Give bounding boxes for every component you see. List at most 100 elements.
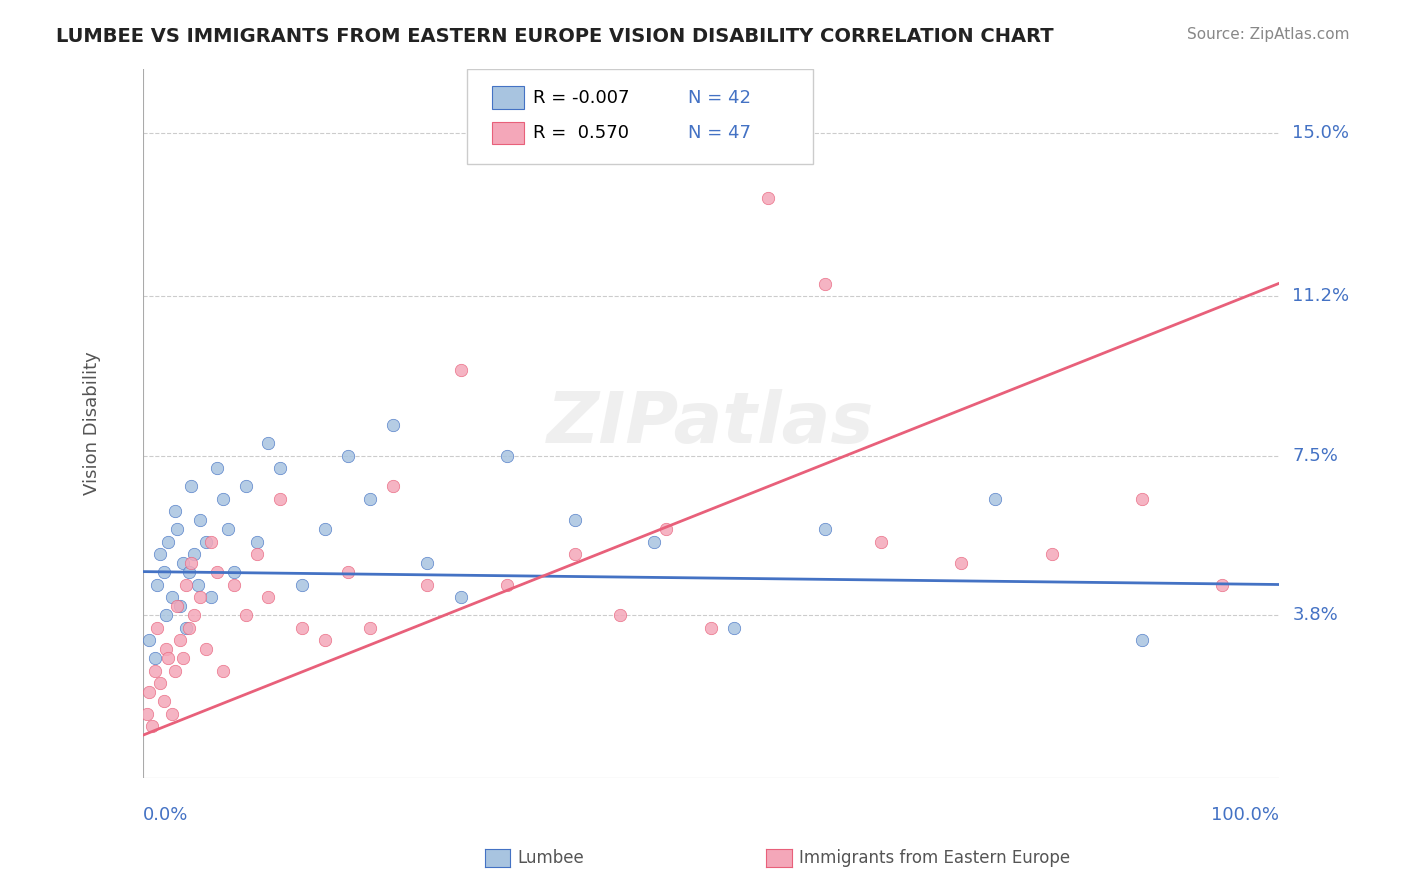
Text: N = 47: N = 47 <box>689 124 751 142</box>
Text: 7.5%: 7.5% <box>1292 447 1339 465</box>
Point <box>450 591 472 605</box>
Point <box>172 650 194 665</box>
Text: LUMBEE VS IMMIGRANTS FROM EASTERN EUROPE VISION DISABILITY CORRELATION CHART: LUMBEE VS IMMIGRANTS FROM EASTERN EUROPE… <box>56 27 1054 45</box>
Point <box>495 577 517 591</box>
Point <box>166 599 188 613</box>
Point <box>149 548 172 562</box>
Point <box>143 664 166 678</box>
Text: N = 42: N = 42 <box>689 88 751 107</box>
Point <box>609 607 631 622</box>
Point <box>382 418 405 433</box>
Point <box>1132 633 1154 648</box>
Point <box>146 577 169 591</box>
Point <box>135 706 157 721</box>
Point <box>382 478 405 492</box>
Point <box>700 620 723 634</box>
Point <box>291 577 314 591</box>
Point <box>336 449 359 463</box>
Point <box>165 664 187 678</box>
FancyBboxPatch shape <box>492 87 523 109</box>
Point <box>141 719 163 733</box>
Text: Source: ZipAtlas.com: Source: ZipAtlas.com <box>1187 27 1350 42</box>
Point <box>564 548 586 562</box>
Point <box>138 685 160 699</box>
Point <box>177 565 200 579</box>
FancyBboxPatch shape <box>467 69 813 164</box>
Point <box>200 591 222 605</box>
Point <box>205 461 228 475</box>
Text: 11.2%: 11.2% <box>1292 287 1350 305</box>
FancyBboxPatch shape <box>492 121 523 145</box>
Point <box>211 664 233 678</box>
Point <box>152 693 174 707</box>
Point <box>155 607 177 622</box>
Point <box>172 556 194 570</box>
Point <box>200 534 222 549</box>
Text: 100.0%: 100.0% <box>1211 806 1278 824</box>
Text: ZIPatlas: ZIPatlas <box>547 389 875 458</box>
Text: Immigrants from Eastern Europe: Immigrants from Eastern Europe <box>799 849 1070 867</box>
Text: 3.8%: 3.8% <box>1292 606 1339 624</box>
Point <box>160 706 183 721</box>
Point <box>359 620 381 634</box>
Point <box>269 461 291 475</box>
Point <box>495 449 517 463</box>
Point <box>187 577 209 591</box>
Point <box>152 565 174 579</box>
Point <box>416 556 439 570</box>
Text: 15.0%: 15.0% <box>1292 124 1350 142</box>
Point <box>257 591 280 605</box>
Point <box>183 548 205 562</box>
Point <box>1211 577 1233 591</box>
Point <box>949 556 972 570</box>
Point <box>291 620 314 634</box>
Point <box>235 607 257 622</box>
Point <box>165 504 187 518</box>
Point <box>643 534 665 549</box>
Point <box>246 548 269 562</box>
Point <box>155 642 177 657</box>
Text: Lumbee: Lumbee <box>517 849 583 867</box>
Point <box>169 599 191 613</box>
Point <box>176 620 198 634</box>
Point <box>224 577 246 591</box>
Point <box>194 534 217 549</box>
Point <box>984 491 1007 506</box>
Point <box>336 565 359 579</box>
Text: R =  0.570: R = 0.570 <box>533 124 628 142</box>
Point <box>246 534 269 549</box>
Point <box>1040 548 1063 562</box>
Point <box>146 620 169 634</box>
Point <box>723 620 745 634</box>
Point <box>180 556 202 570</box>
Point <box>450 362 472 376</box>
Point <box>224 565 246 579</box>
Point <box>183 607 205 622</box>
Point <box>194 642 217 657</box>
Point <box>211 491 233 506</box>
Point <box>177 620 200 634</box>
Text: R = -0.007: R = -0.007 <box>533 88 630 107</box>
Point <box>188 513 211 527</box>
Point <box>359 491 381 506</box>
Point <box>1132 491 1154 506</box>
Point <box>314 633 336 648</box>
Text: Vision Disability: Vision Disability <box>83 351 101 495</box>
Point <box>169 633 191 648</box>
Point <box>138 633 160 648</box>
Point <box>756 190 779 204</box>
Point <box>166 522 188 536</box>
Point <box>813 277 835 291</box>
Point <box>157 650 180 665</box>
Point <box>654 522 676 536</box>
Point <box>813 522 835 536</box>
Point <box>257 435 280 450</box>
Point <box>149 676 172 690</box>
Text: 0.0%: 0.0% <box>143 806 188 824</box>
Point <box>143 650 166 665</box>
Point <box>180 478 202 492</box>
Point <box>416 577 439 591</box>
Point <box>235 478 257 492</box>
Point <box>269 491 291 506</box>
Point <box>188 591 211 605</box>
